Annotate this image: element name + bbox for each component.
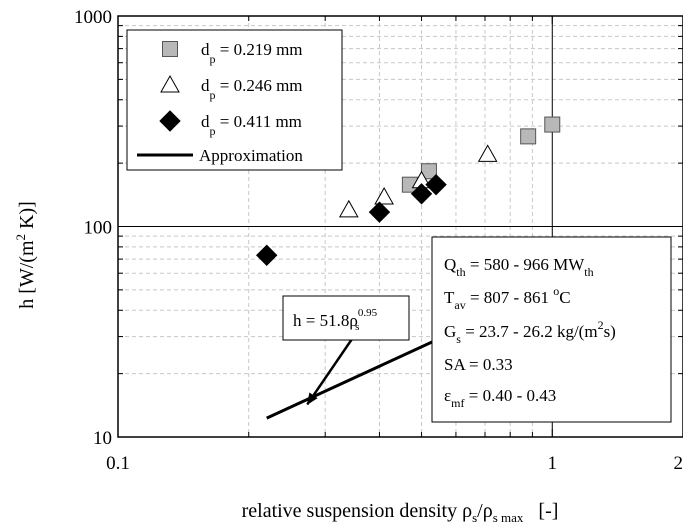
data-point-series-3: [257, 245, 277, 265]
x-tick-label: 2: [674, 453, 683, 474]
legend-label: Approximation: [199, 146, 303, 165]
y-axis-title: h [W/(m2 K)]: [13, 201, 38, 309]
x-tick-label: 1: [548, 453, 558, 474]
x-tick-label: 0.1: [106, 453, 130, 474]
data-point-series-1: [545, 117, 560, 132]
data-point-series-2: [375, 188, 393, 204]
legend-marker: [163, 42, 178, 57]
info-line: SA = 0.33: [444, 355, 513, 374]
y-tick-label: 1000: [74, 7, 112, 28]
y-tick-label: 10: [93, 428, 112, 449]
data-point-series-3: [369, 202, 389, 222]
y-tick-label: 100: [84, 218, 113, 239]
data-point-series-2: [479, 145, 497, 161]
data-point-series-2: [340, 201, 358, 217]
x-axis-title: relative suspension density ρs/ρs max [-…: [242, 500, 559, 525]
data-point-series-1: [521, 129, 536, 144]
